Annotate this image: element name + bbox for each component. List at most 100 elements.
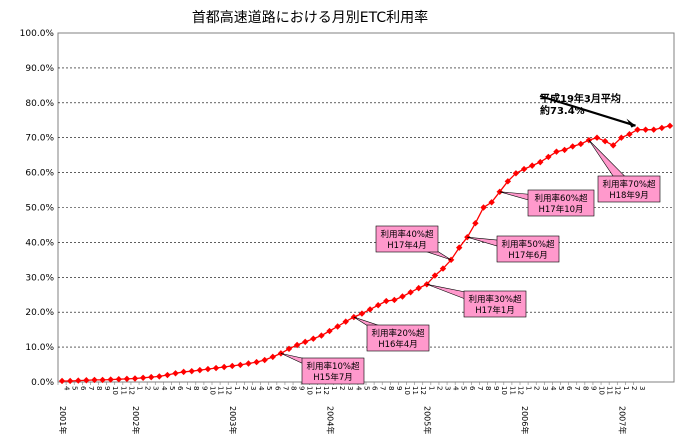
x-tick-label: 4 [63, 386, 71, 391]
data-point [634, 126, 641, 133]
callout-label: H15年7月 [313, 372, 353, 383]
callout-label: H17年1月 [475, 305, 515, 316]
x-tick-label: 9 [103, 386, 111, 390]
data-point [342, 318, 349, 325]
x-tick-label: 11 [606, 386, 614, 395]
data-point [383, 297, 390, 305]
data-point [253, 358, 260, 366]
x-year-label: 2006年 [520, 406, 530, 434]
data-point [480, 204, 487, 211]
data-point [131, 375, 139, 382]
data-point [520, 165, 528, 173]
x-tick-label: 2 [435, 386, 443, 390]
callout-label: H17年6月 [508, 250, 548, 261]
data-point [626, 131, 633, 138]
data-point [415, 284, 422, 292]
data-point [642, 126, 649, 133]
data-point [229, 362, 236, 370]
x-tick-label: 3 [638, 386, 646, 390]
x-tick-label: 1 [525, 386, 533, 390]
y-tick-label: 90.0% [25, 64, 54, 74]
x-tick-label: 8 [484, 386, 492, 390]
data-point [650, 126, 657, 133]
x-tick-label: 4 [452, 386, 460, 391]
x-tick-label: 10 [403, 386, 411, 395]
x-tick-label: 3 [249, 386, 257, 390]
x-tick-label: 11 [411, 386, 419, 395]
x-year-label: 2004年 [325, 406, 335, 434]
data-point [407, 289, 414, 296]
data-point [115, 376, 122, 383]
data-point [618, 134, 625, 141]
data-point [528, 162, 536, 169]
y-tick-label: 10.0% [25, 343, 54, 353]
x-tick-label: 9 [298, 386, 306, 390]
x-tick-label: 1 [330, 386, 338, 390]
data-point [180, 368, 187, 376]
x-tick-label: 1 [136, 386, 144, 390]
data-point [212, 364, 220, 372]
x-tick-label: 1 [233, 386, 241, 390]
x-tick-label: 10 [500, 386, 508, 395]
y-tick-label: 70.0% [25, 134, 54, 144]
series-line [62, 125, 671, 382]
data-point [366, 306, 374, 313]
callout-box [366, 324, 430, 352]
x-year-label: 2002年 [131, 406, 141, 434]
x-tick-label: 4 [257, 386, 265, 391]
data-point [245, 360, 252, 367]
data-point [148, 373, 155, 381]
x-tick-label: 2 [338, 386, 346, 390]
data-point [472, 220, 479, 227]
x-tick-label: 3 [444, 386, 452, 390]
data-point [285, 345, 293, 353]
data-point [456, 244, 463, 251]
data-point [391, 296, 398, 304]
x-tick-label: 8 [192, 386, 200, 390]
data-point [326, 327, 333, 335]
x-tick-label: 6 [79, 386, 87, 391]
data-point [399, 293, 406, 300]
x-tick-label: 12 [225, 386, 233, 395]
data-point [220, 363, 228, 371]
callout-label: 利用率60%超 [535, 193, 588, 204]
x-tick-label: 4 [160, 386, 168, 391]
data-point [569, 143, 576, 150]
x-tick-label: 12 [614, 386, 622, 395]
y-axis-labels: 0.0% 10.0% 20.0% 30.0% 40.0% 50.0% 60.0% 70.0% 8… [20, 29, 55, 388]
callout-label: 利用率10%超 [307, 361, 360, 372]
note-label: 平成19年3月平均 [540, 92, 621, 105]
data-point [156, 373, 163, 380]
x-tick-label: 2 [533, 386, 541, 390]
note-label: 約73.4% [540, 104, 585, 117]
x-tick-label: 11 [217, 386, 225, 395]
x-tick-label: 9 [200, 386, 208, 390]
x-tick-label: 8 [581, 386, 589, 390]
x-tick-label: 4 [549, 386, 557, 391]
data-point [204, 365, 212, 373]
x-axis-labels: 4 5 6 7 8 9 10 11 12 1 2 3 4 5 6 7 8 9 10 11 12 1 2 3 4 5 6 7 8 9 10 11… [57, 382, 646, 434]
callout-label: H17年4月 [387, 240, 427, 251]
note-arrowhead [626, 118, 636, 128]
x-tick-label: 3 [346, 386, 354, 390]
x-tick-label: 5 [71, 386, 79, 390]
chart-title: 首都高速道路における月別ETC利用率 [192, 9, 428, 26]
x-tick-label: 11 [119, 386, 127, 395]
x-year-label: 2003年 [228, 406, 238, 434]
data-point [439, 265, 447, 272]
data-point [374, 302, 382, 309]
x-tick-label: 7 [379, 386, 387, 390]
data-point [545, 153, 552, 161]
data-point [58, 377, 66, 385]
data-point [99, 376, 106, 384]
note-arrow [539, 94, 636, 127]
x-tick-label: 5 [362, 386, 370, 390]
x-tick-label: 12 [516, 386, 524, 395]
x-tick-label: 11 [314, 386, 322, 395]
callout-box [496, 235, 560, 263]
x-year-label: 2005年 [423, 406, 433, 434]
callout-box [375, 225, 439, 253]
x-tick-label: 2 [630, 386, 638, 390]
